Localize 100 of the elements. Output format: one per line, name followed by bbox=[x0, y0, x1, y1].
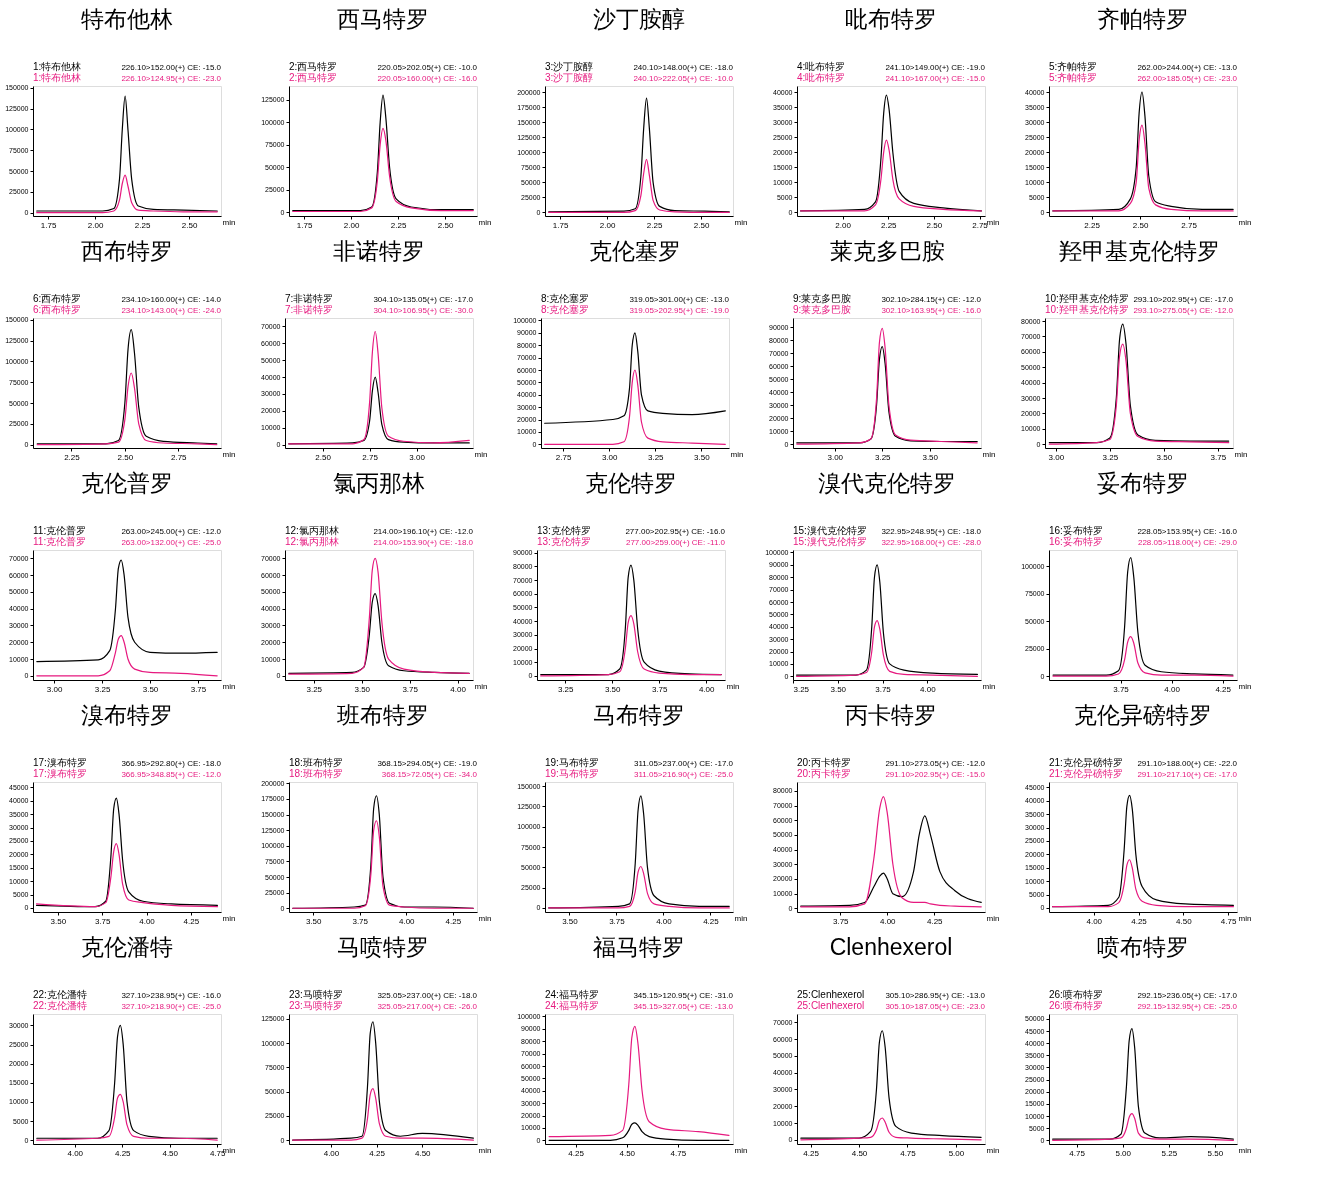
x-tick-label: 2.50 bbox=[117, 452, 134, 462]
x-tick-label: 3.25 bbox=[874, 452, 892, 462]
text: 25:Clenhexerol 305.10>187.05(+) CE: -23.0 bbox=[797, 1000, 985, 1011]
text: 22:克伦潘特 327.10>238.95(+) CE: -16.0 bbox=[33, 989, 221, 1000]
x-tick-label: 3.75 bbox=[1113, 684, 1130, 694]
x-tick-label: 2.75 bbox=[362, 452, 379, 462]
text: 10:羟甲基克伦特罗 293.10>275.05(+) CE: -12.0 bbox=[1045, 304, 1234, 315]
text: 11:克伦普罗 263.00>245.00(+) CE: -12.0 bbox=[33, 525, 221, 536]
text: 4:吡布特罗 241.10>167.00(+) CE: -15.0 bbox=[797, 72, 985, 83]
line-series bbox=[800, 1030, 982, 1139]
x-tick-label: 1.75 bbox=[296, 220, 313, 230]
text: 9:莱克多巴胺 302.10>163.95(+) CE: -16.0 bbox=[793, 304, 981, 315]
text: 12:氯丙那林 214.00>196.10(+) CE: -12.0 bbox=[285, 525, 473, 536]
x-axis-title: min bbox=[982, 681, 996, 691]
x-axis-title: min bbox=[222, 217, 236, 227]
line-series bbox=[548, 1025, 730, 1138]
x-tick-label: 2.50 bbox=[1132, 220, 1149, 230]
chart-title: 马喷特罗 bbox=[337, 934, 429, 960]
line-series bbox=[1052, 124, 1234, 212]
text: 3:沙丁胺醇 240.10>148.00(+) CE: -18.0 bbox=[545, 61, 733, 72]
text: 1:特布他林 226.10>152.00(+) CE: -15.0 bbox=[33, 61, 221, 72]
x-tick-label: 4.00 bbox=[1086, 916, 1103, 926]
x-tick-label: 4.00 bbox=[698, 684, 716, 694]
chart-title: 羟甲基克伦特罗 bbox=[1058, 238, 1220, 264]
text: 13:克伦特罗 277.00>202.95(+) CE: -16.0 bbox=[537, 525, 725, 536]
x-tick-label: 5.25 bbox=[1161, 1148, 1178, 1158]
chart-title: 克伦普罗 bbox=[81, 470, 173, 496]
chart-title: 妥布特罗 bbox=[1097, 470, 1189, 496]
text: 19:马布特罗 311.05>216.90(+) CE: -25.0 bbox=[545, 768, 733, 779]
chart-title: 克伦异磅特罗 bbox=[1074, 702, 1212, 728]
line-series bbox=[36, 634, 218, 677]
chart-title: 溴布特罗 bbox=[81, 702, 173, 728]
x-axis-title: min bbox=[1238, 1145, 1252, 1155]
line-series bbox=[548, 865, 730, 909]
text: 12:氯丙那林 214.00>153.90(+) CE: -18.0 bbox=[285, 536, 473, 547]
line-series bbox=[800, 1117, 982, 1141]
chart-title: 莱克多巴胺 bbox=[829, 238, 945, 264]
x-tick-label: 3.25 bbox=[1102, 452, 1119, 462]
line-series bbox=[292, 1088, 474, 1141]
x-tick-label: 4.00 bbox=[139, 916, 156, 926]
x-tick-label: 2.50 bbox=[437, 220, 454, 230]
x-tick-label: 3.75 bbox=[94, 916, 111, 926]
x-tick-label: 3.25 bbox=[94, 684, 111, 694]
x-tick-label: 4.25 bbox=[445, 916, 462, 926]
x-axis-title: min bbox=[222, 449, 236, 459]
line-series bbox=[800, 815, 982, 907]
x-tick-label: 3.50 bbox=[694, 452, 711, 462]
chart-title: 喷布特罗 bbox=[1097, 934, 1189, 960]
text: 20:丙卡特罗 291.10>202.95(+) CE: -15.0 bbox=[797, 768, 985, 779]
x-axis-title: min bbox=[730, 449, 744, 459]
x-tick-label: 4.00 bbox=[450, 684, 467, 694]
x-tick-label: 3.75 bbox=[651, 684, 669, 694]
text: 26:喷布特罗 292.15>132.95(+) CE: -25.0 bbox=[1049, 1000, 1237, 1011]
x-tick-label: 3.00 bbox=[409, 452, 426, 462]
text: 24:福马特罗 345.15>120.95(+) CE: -31.0 bbox=[545, 989, 733, 1000]
chart-title: 氯丙那林 bbox=[333, 470, 425, 496]
line-series bbox=[288, 557, 470, 675]
x-tick-label: 4.75 bbox=[1220, 916, 1237, 926]
text: 18:班布特罗 368.15>72.05(+) CE: -34.0 bbox=[289, 768, 477, 779]
chart-title: 非诺特罗 bbox=[333, 238, 425, 264]
chart-title: 溴代克伦特罗 bbox=[818, 470, 956, 496]
chart-title: 班布特罗 bbox=[337, 702, 429, 728]
chart-title: Clenhexerol bbox=[829, 934, 953, 960]
x-tick-label: 2.50 bbox=[315, 452, 332, 462]
x-tick-label: 5.50 bbox=[1207, 1148, 1224, 1158]
x-tick-label: 3.25 bbox=[557, 684, 575, 694]
text: 11:克伦普罗 263.00>132.00(+) CE: -25.0 bbox=[33, 536, 221, 547]
line-series bbox=[1052, 1027, 1234, 1140]
line-series bbox=[548, 97, 730, 213]
x-axis-title: min bbox=[1238, 681, 1252, 691]
x-tick-label: 3.25 bbox=[647, 452, 665, 462]
text: 10:羟甲基克伦特罗 293.10>202.95(+) CE: -17.0 bbox=[1045, 293, 1234, 304]
line-series bbox=[36, 174, 218, 214]
x-tick-label: 4.50 bbox=[619, 1148, 636, 1158]
x-tick-label: 2.25 bbox=[646, 220, 663, 230]
chart-title: 西马特罗 bbox=[337, 6, 429, 32]
x-tick-label: 3.50 bbox=[50, 916, 67, 926]
text: 24:福马特罗 345.15>327.05(+) CE: -13.0 bbox=[545, 1000, 733, 1011]
x-tick-label: 2.00 bbox=[343, 220, 360, 230]
x-tick-label: 2.75 bbox=[1181, 220, 1198, 230]
x-tick-label: 4.50 bbox=[162, 1148, 179, 1158]
x-tick-label: 4.75 bbox=[900, 1148, 917, 1158]
text: 5:齐帕特罗 262.00>244.00(+) CE: -13.0 bbox=[1049, 61, 1237, 72]
chart-title: 齐帕特罗 bbox=[1097, 6, 1189, 32]
x-tick-label: 3.50 bbox=[604, 684, 622, 694]
x-tick-label: 2.25 bbox=[64, 452, 81, 462]
x-tick-label: 3.50 bbox=[922, 452, 939, 462]
line-series bbox=[36, 329, 218, 445]
x-tick-label: 3.50 bbox=[562, 916, 579, 926]
line-series bbox=[1052, 636, 1234, 677]
line-series bbox=[800, 796, 982, 908]
x-tick-label: 4.25 bbox=[803, 1148, 820, 1158]
x-axis-title: min bbox=[982, 449, 996, 459]
x-tick-label: 2.50 bbox=[693, 220, 710, 230]
text: 2:西马特罗 220.05>202.05(+) CE: -10.0 bbox=[289, 61, 477, 72]
x-tick-label: 4.25 bbox=[1215, 684, 1232, 694]
text: 22:克伦潘特 327.10>218.90(+) CE: -25.0 bbox=[33, 1000, 221, 1011]
x-tick-label: 5.00 bbox=[1115, 1148, 1132, 1158]
line-series bbox=[292, 94, 474, 212]
x-tick-label: 3.75 bbox=[1210, 452, 1227, 462]
